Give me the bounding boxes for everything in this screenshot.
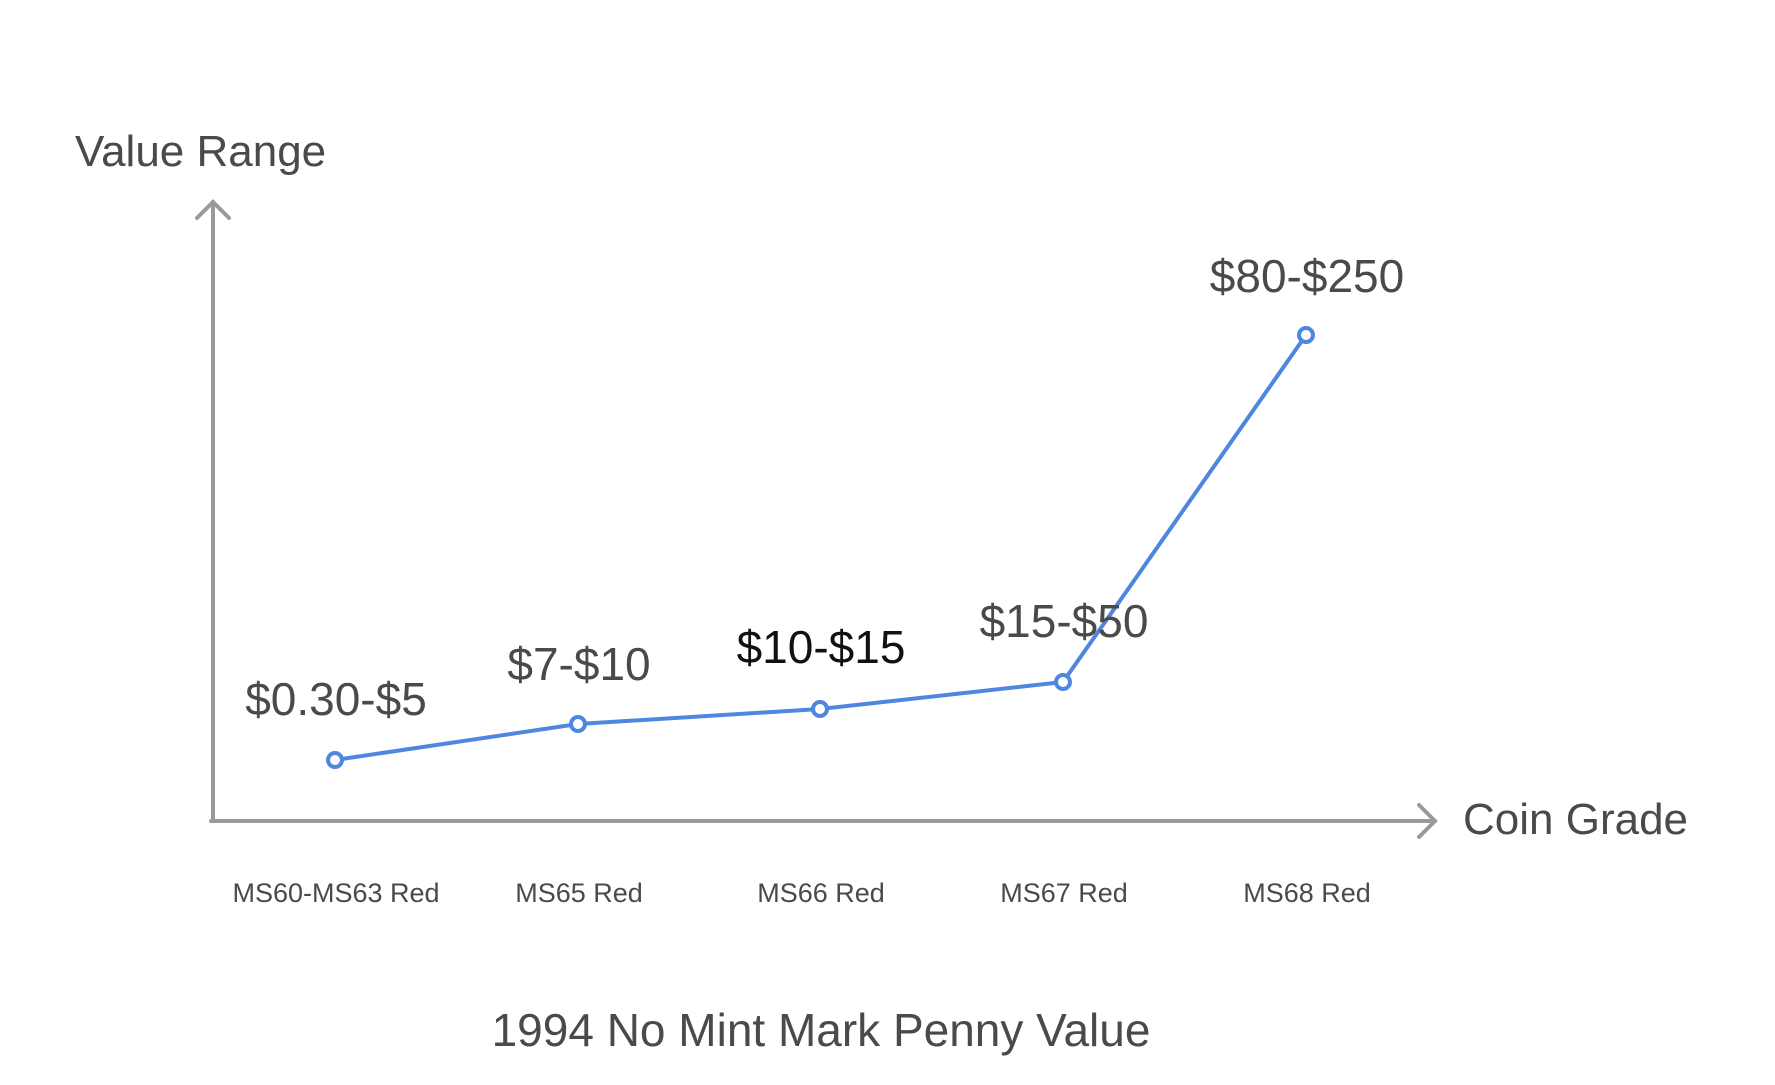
- x-axis: [209, 803, 1438, 839]
- data-series-line: [326, 326, 1315, 769]
- x-tick-1: MS60-MS63 Red: [232, 878, 440, 908]
- x-axis-title: Coin Grade: [1463, 795, 1689, 844]
- x-tick-4: MS67 Red: [1000, 878, 1128, 908]
- data-label-3: $10-$15: [736, 621, 906, 673]
- data-label-2: $7-$10: [507, 638, 651, 690]
- data-point-4[interactable]: [1054, 673, 1072, 691]
- chart-title: 1994 No Mint Mark Penny Value: [491, 1004, 1151, 1056]
- data-point-1[interactable]: [326, 751, 344, 769]
- y-axis: [195, 199, 231, 823]
- y-axis-arrow-icon: [195, 199, 231, 220]
- data-label-1: $0.30-$5: [245, 673, 427, 725]
- data-label-5: $80-$250: [1209, 250, 1405, 302]
- x-tick-3: MS66 Red: [757, 878, 885, 908]
- data-point-3[interactable]: [811, 700, 829, 718]
- y-axis-title: Value Range: [75, 127, 327, 176]
- data-point-5[interactable]: [1297, 326, 1315, 344]
- x-tick-2: MS65 Red: [515, 878, 643, 908]
- x-axis-arrow-icon: [1417, 803, 1438, 839]
- data-point-2[interactable]: [569, 715, 587, 733]
- x-tick-5: MS68 Red: [1243, 878, 1371, 908]
- data-label-4: $15-$50: [979, 595, 1149, 647]
